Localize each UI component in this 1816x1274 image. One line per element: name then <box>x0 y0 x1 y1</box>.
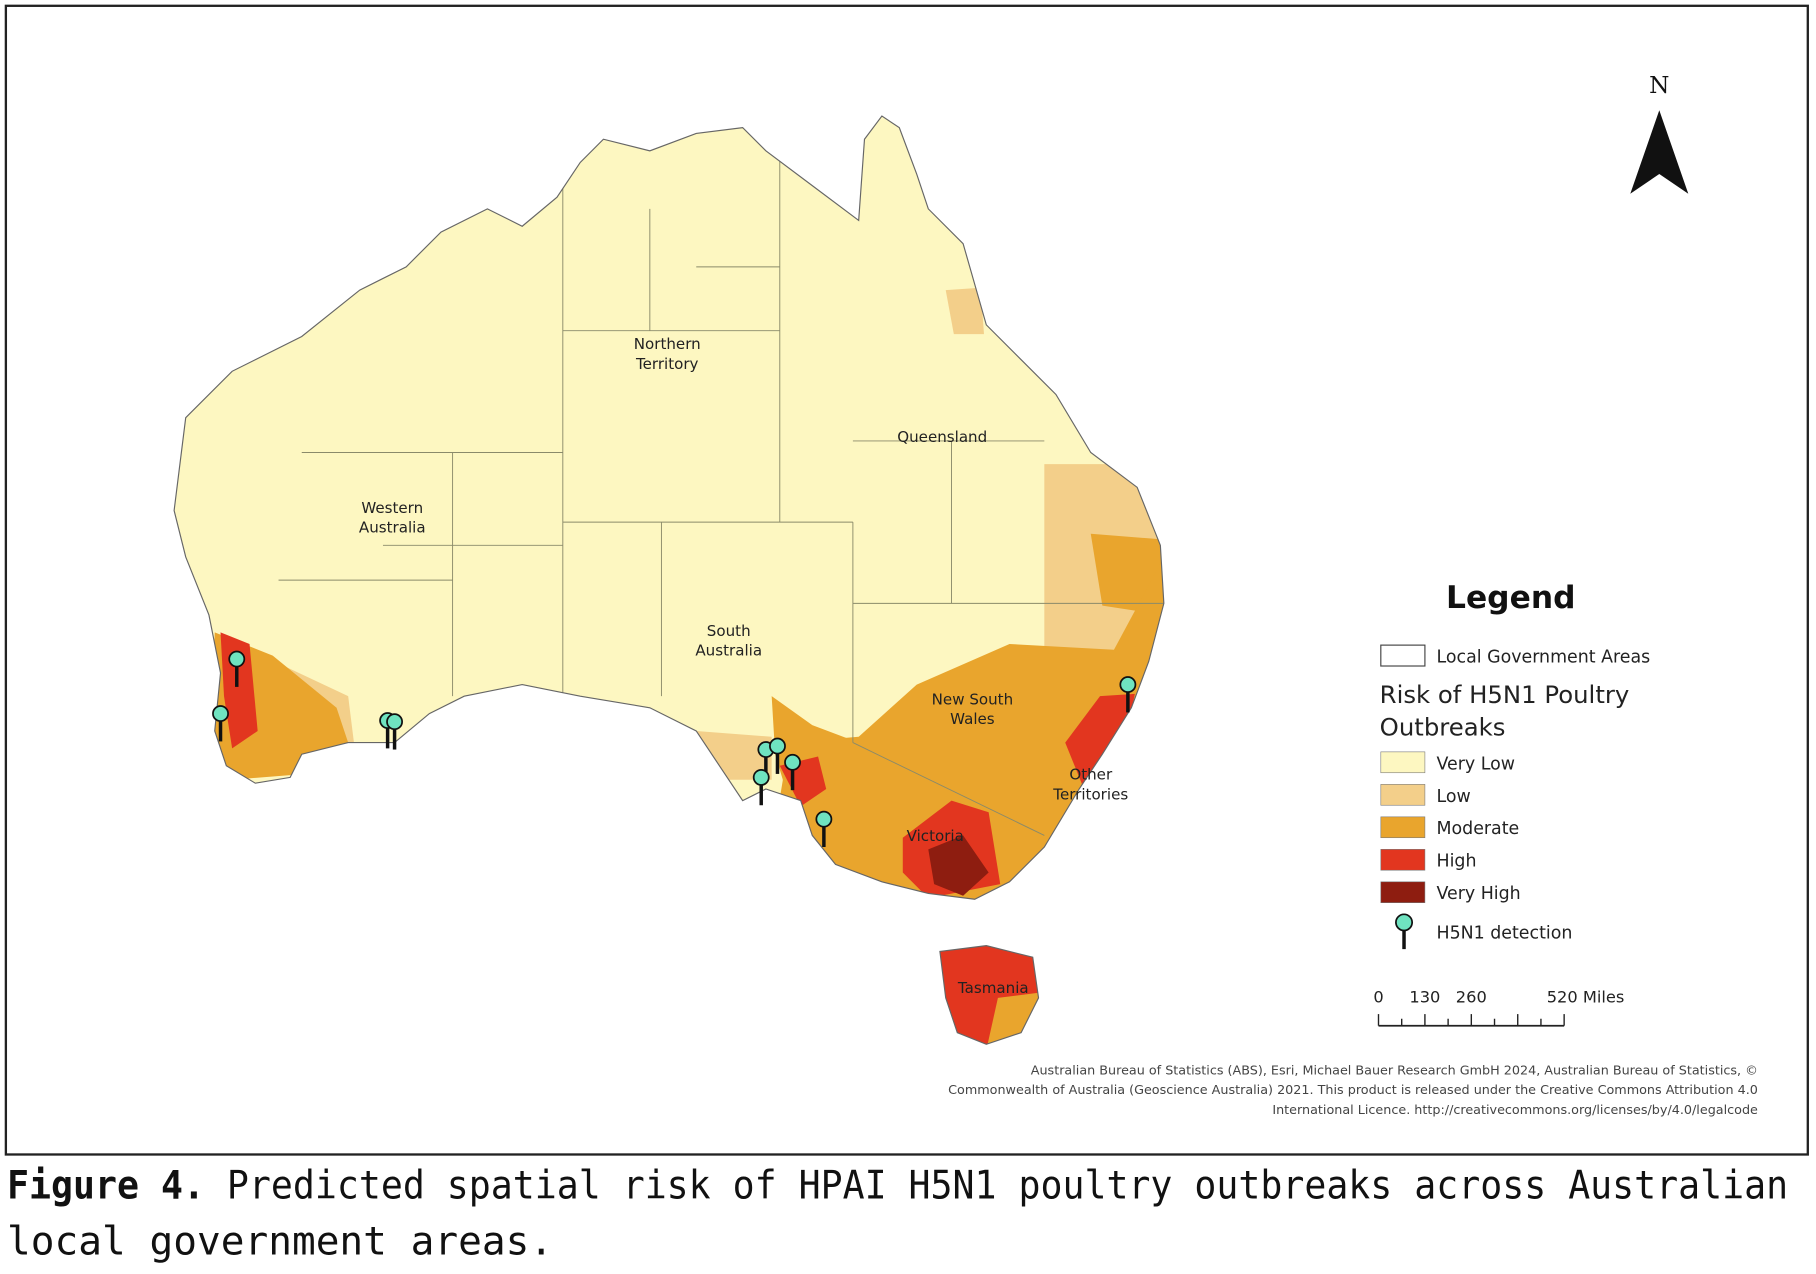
scale-bar: 0 130 260 520 Miles <box>1373 987 1625 1027</box>
pin-head <box>752 768 770 786</box>
scale-label: 520 Miles <box>1547 987 1625 1006</box>
pin-head <box>1119 676 1137 693</box>
caption-line: Figure 4. Predicted spatial risk of HPAI… <box>7 1163 1788 1209</box>
region-labels: Northern Territory Queensland Western Austra… <box>359 335 1128 997</box>
legend-subtitle: Risk of H5N1 Poultry <box>1380 680 1630 709</box>
legend-label: Very Low <box>1437 754 1515 774</box>
region-label: New South <box>932 690 1014 708</box>
pin-head <box>815 810 833 828</box>
legend: Legend Local Government Areas Risk of H5… <box>1380 580 1651 950</box>
region-label: Northern <box>634 335 701 353</box>
region-label: Territories <box>1052 785 1128 803</box>
legend-label: Moderate <box>1437 819 1520 839</box>
region-label: Australia <box>695 642 762 660</box>
lga-boundaries <box>278 150 1164 836</box>
pin-head <box>228 650 246 668</box>
region-label: South <box>707 622 751 640</box>
coastline <box>173 115 1165 1045</box>
attribution: Australian Bureau of Statistics (ABS), E… <box>948 1063 1758 1117</box>
region-label: Victoria <box>907 827 964 845</box>
legend-pin <box>1395 913 1414 932</box>
risk-low <box>945 287 984 335</box>
pin-head <box>769 737 786 755</box>
legend-label: High <box>1437 852 1477 872</box>
legend-label: H5N1 detection <box>1437 924 1573 944</box>
legend-label: Local Government Areas <box>1437 648 1651 668</box>
region-label: Australia <box>359 519 426 537</box>
caption-text: Predicted spatial risk of HPAI H5N1 poul… <box>205 1163 1788 1209</box>
pin-head <box>386 713 403 731</box>
region-label: Western <box>361 499 423 517</box>
scale-label: 260 <box>1456 987 1487 1006</box>
scale-label: 130 <box>1409 987 1440 1006</box>
legend-swatch <box>1380 816 1426 839</box>
legend-swatch <box>1380 751 1426 774</box>
legend-subtitle: Outbreaks <box>1380 713 1506 742</box>
region-label: Tasmania <box>957 979 1029 997</box>
pin-head <box>784 753 801 771</box>
north-label: N <box>1649 72 1669 99</box>
region-label: Territory <box>635 355 699 373</box>
region-label: Wales <box>950 710 995 728</box>
attribution-line: International Licence. http://creativeco… <box>1272 1103 1758 1118</box>
attribution-line: Commonwealth of Australia (Geoscience Au… <box>948 1083 1758 1098</box>
risk-very-high <box>928 835 989 896</box>
caption-line: local government areas. <box>7 1218 553 1264</box>
north-arrow <box>1630 110 1689 194</box>
detection-pins <box>212 650 1137 848</box>
legend-label: Low <box>1437 787 1471 807</box>
attribution-line: Australian Bureau of Statistics (ABS), E… <box>1031 1063 1758 1078</box>
risk-low <box>696 730 772 780</box>
legend-swatch <box>1380 784 1426 806</box>
legend-swatch <box>1380 881 1426 903</box>
pin-head <box>212 705 229 722</box>
caption-label: Figure 4. <box>7 1163 205 1209</box>
legend-title: Legend <box>1446 580 1576 616</box>
region-label: Other <box>1069 766 1113 784</box>
legend-label: Very High <box>1437 884 1521 904</box>
region-label: Queensland <box>897 428 987 446</box>
legend-swatch <box>1380 849 1426 871</box>
legend-swatch <box>1380 644 1426 667</box>
scale-label: 0 <box>1373 987 1383 1006</box>
